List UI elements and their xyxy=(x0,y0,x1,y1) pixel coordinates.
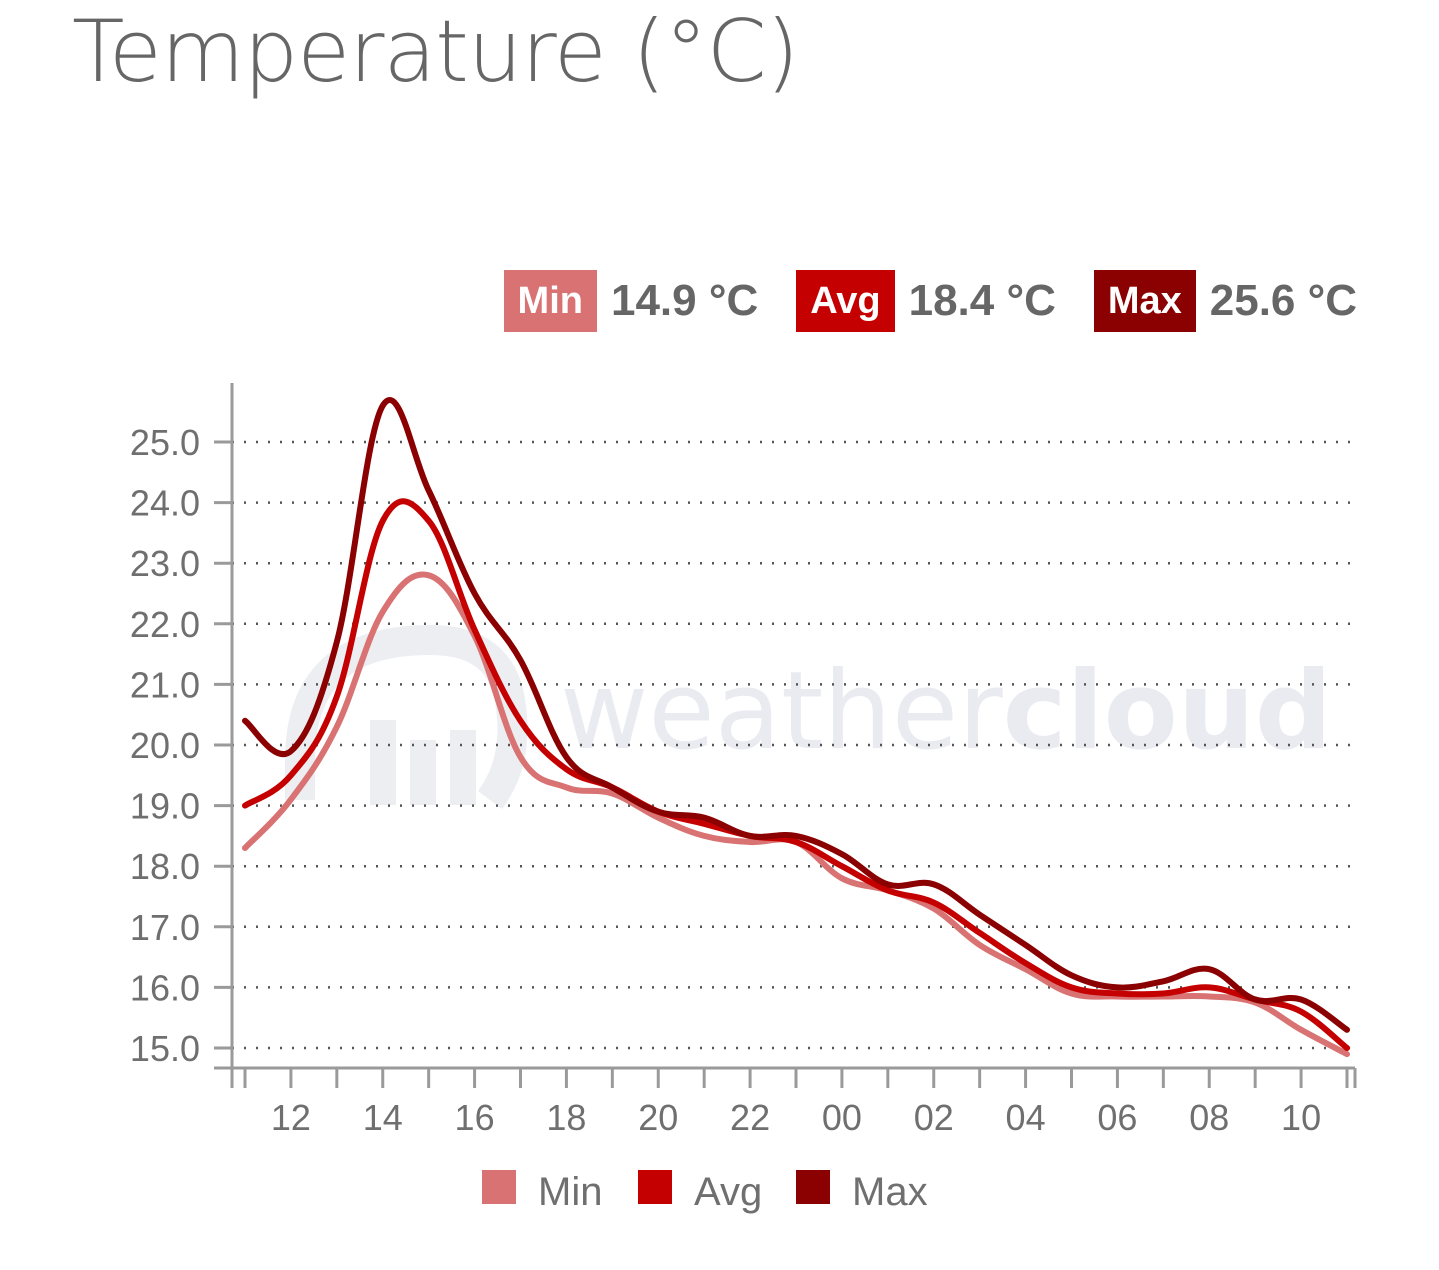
x-tick-label: 18 xyxy=(546,1097,586,1138)
axes: 25.0 24.0 23.0 22.0 21.0 20.0 19.0 18.0 17.0 16.0… xyxy=(130,383,1357,1138)
legend-label-avg: Avg xyxy=(694,1170,762,1214)
x-tick-label: 20 xyxy=(638,1097,678,1138)
series-lines xyxy=(242,396,1350,1058)
summary-min: Min 14.9 °C xyxy=(503,270,759,332)
summary-stats: Min 14.9 °C Avg 18.4 °C Max 25.6 °C xyxy=(503,270,1357,332)
y-tick-label: 23.0 xyxy=(130,543,200,584)
watermark-bar xyxy=(370,720,396,805)
y-tick-label: 18.0 xyxy=(130,846,200,887)
summary-avg-value: 18.4 °C xyxy=(908,276,1056,325)
summary-max-badge: Max xyxy=(1093,270,1196,332)
summary-min-badge: Min xyxy=(503,270,597,332)
watermark-text-light: weather xyxy=(560,649,1003,774)
y-tick-label: 16.0 xyxy=(130,967,200,1008)
series-line-max xyxy=(242,396,1350,1033)
y-tick-label: 24.0 xyxy=(130,483,200,524)
x-tick-label: 14 xyxy=(363,1097,403,1138)
x-tick-label: 04 xyxy=(1006,1097,1046,1138)
legend-swatch-avg xyxy=(638,1170,672,1204)
legend-label-max: Max xyxy=(852,1170,928,1214)
x-tick-label: 12 xyxy=(271,1097,311,1138)
y-tick-label: 17.0 xyxy=(130,907,200,948)
y-tick-label: 20.0 xyxy=(130,725,200,766)
watermark-logo: weathercloud xyxy=(285,624,1332,809)
legend-label-min: Min xyxy=(538,1170,602,1214)
x-tick-label: 16 xyxy=(455,1097,495,1138)
watermark-text: weathercloud xyxy=(560,649,1332,774)
x-tick-label: 08 xyxy=(1189,1097,1229,1138)
y-tick-label: 19.0 xyxy=(130,786,200,827)
y-tick-label: 15.0 xyxy=(130,1028,200,1069)
x-tick-label: 06 xyxy=(1097,1097,1137,1138)
summary-max: Max 25.6 °C xyxy=(1093,270,1357,332)
legend: Min Avg Max xyxy=(482,1170,928,1214)
summary-avg-badge: Avg xyxy=(796,270,895,332)
x-tick-label: 22 xyxy=(730,1097,770,1138)
summary-min-value: 14.9 °C xyxy=(610,276,759,325)
watermark-bar xyxy=(450,730,476,805)
summary-avg: Avg 18.4 °C xyxy=(796,270,1056,332)
legend-swatch-min xyxy=(482,1170,516,1204)
summary-max-value: 25.6 °C xyxy=(1209,276,1357,325)
legend-swatch-max xyxy=(796,1170,830,1204)
page-title: Temperature (°C) xyxy=(72,2,799,102)
x-tick-label: 02 xyxy=(914,1097,954,1138)
watermark-text-bold: cloud xyxy=(1003,649,1332,774)
y-tick-label: 21.0 xyxy=(130,664,200,705)
y-tick-label: 25.0 xyxy=(130,422,200,463)
x-tick-label: 00 xyxy=(822,1097,862,1138)
y-tick-label: 22.0 xyxy=(130,604,200,645)
watermark-bar xyxy=(410,740,436,805)
x-tick-label: 10 xyxy=(1281,1097,1321,1138)
